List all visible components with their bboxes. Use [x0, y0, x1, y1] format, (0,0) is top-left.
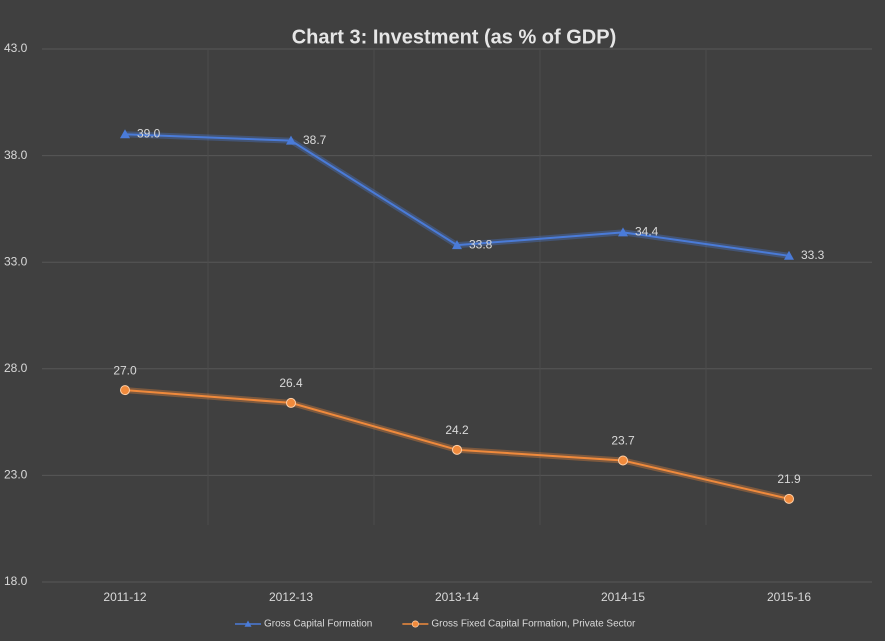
- data-label: 33.3: [801, 248, 825, 262]
- data-point: [286, 397, 296, 408]
- x-tick-label: 2015-16: [767, 590, 811, 604]
- data-point: [120, 129, 130, 139]
- legend-marker: [244, 620, 252, 627]
- data-label: 38.7: [303, 133, 327, 147]
- data-point: [618, 455, 628, 466]
- y-tick-label: 18.0: [4, 574, 28, 588]
- y-tick-label: 43.0: [4, 41, 28, 55]
- data-label: 23.7: [611, 434, 635, 448]
- data-label: 24.2: [445, 423, 469, 437]
- data-point: [452, 444, 462, 455]
- data-label: 26.4: [279, 376, 303, 390]
- legend-marker: [411, 620, 419, 628]
- y-tick-label: 23.0: [4, 468, 28, 482]
- x-tick-label: 2014-15: [601, 590, 645, 604]
- chart-title: Chart 3: Investment (as % of GDP): [292, 26, 617, 48]
- x-tick-label: 2011-12: [103, 590, 146, 604]
- data-point: [784, 493, 794, 504]
- y-tick-label: 33.0: [4, 254, 28, 268]
- data-point: [286, 135, 296, 145]
- data-label: 27.0: [113, 363, 137, 377]
- x-tick-label: 2012-13: [269, 590, 313, 604]
- x-tick-label: 2013-14: [435, 590, 479, 604]
- data-point: [784, 250, 794, 260]
- data-label: 39.0: [137, 126, 161, 140]
- y-tick-label: 38.0: [4, 148, 28, 162]
- data-point: [120, 385, 130, 396]
- data-label: 21.9: [777, 472, 801, 486]
- legend: Gross Capital Formation Gross Fixed Capit…: [235, 619, 636, 630]
- data-point: [618, 227, 628, 237]
- legend-label: Gross Fixed Capital Formation, Private S…: [431, 619, 636, 630]
- legend-label: Gross Capital Formation: [264, 619, 372, 630]
- y-tick-label: 28.0: [4, 361, 28, 375]
- data-label: 33.8: [469, 237, 493, 251]
- data-point: [452, 240, 462, 250]
- data-label: 34.4: [635, 225, 659, 239]
